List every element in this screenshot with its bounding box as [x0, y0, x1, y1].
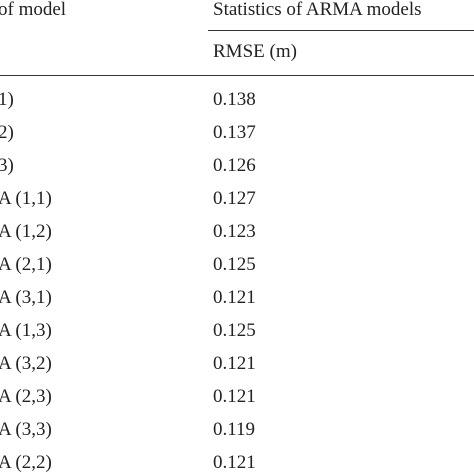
row-label: A (2,1) — [0, 254, 52, 275]
rmse-value: 0.119 — [213, 419, 256, 440]
rmse-value: 0.121 — [213, 452, 256, 473]
row-label: A (1,3) — [0, 320, 52, 341]
table-rule — [0, 75, 474, 76]
row-label: A (3,3) — [0, 419, 52, 440]
row-label: A (2,2) — [0, 452, 52, 473]
row-label: A (3,1) — [0, 287, 52, 308]
row-label: A (3,2) — [0, 353, 52, 374]
row-label: A (1,1) — [0, 188, 52, 209]
header-rule — [208, 30, 474, 31]
row-label: A (1,2) — [0, 221, 52, 242]
rmse-value: 0.121 — [213, 353, 256, 374]
column-header: Statistics of ARMA models — [213, 0, 422, 20]
row-label: 1) — [0, 89, 14, 110]
rmse-value: 0.125 — [213, 254, 256, 275]
row-label: 3) — [0, 155, 14, 176]
column-header: of model — [0, 0, 67, 20]
row-label: A (2,3) — [0, 386, 52, 407]
rmse-value: 0.126 — [213, 155, 256, 176]
rmse-value: 0.121 — [213, 287, 256, 308]
row-label: 2) — [0, 122, 14, 143]
rmse-value: 0.137 — [213, 122, 256, 143]
rmse-value: 0.121 — [213, 386, 256, 407]
rmse-value: 0.127 — [213, 188, 256, 209]
sub-header: RMSE (m) — [213, 41, 297, 62]
rmse-value: 0.123 — [213, 221, 256, 242]
rmse-value: 0.138 — [213, 89, 256, 110]
rmse-value: 0.125 — [213, 320, 256, 341]
